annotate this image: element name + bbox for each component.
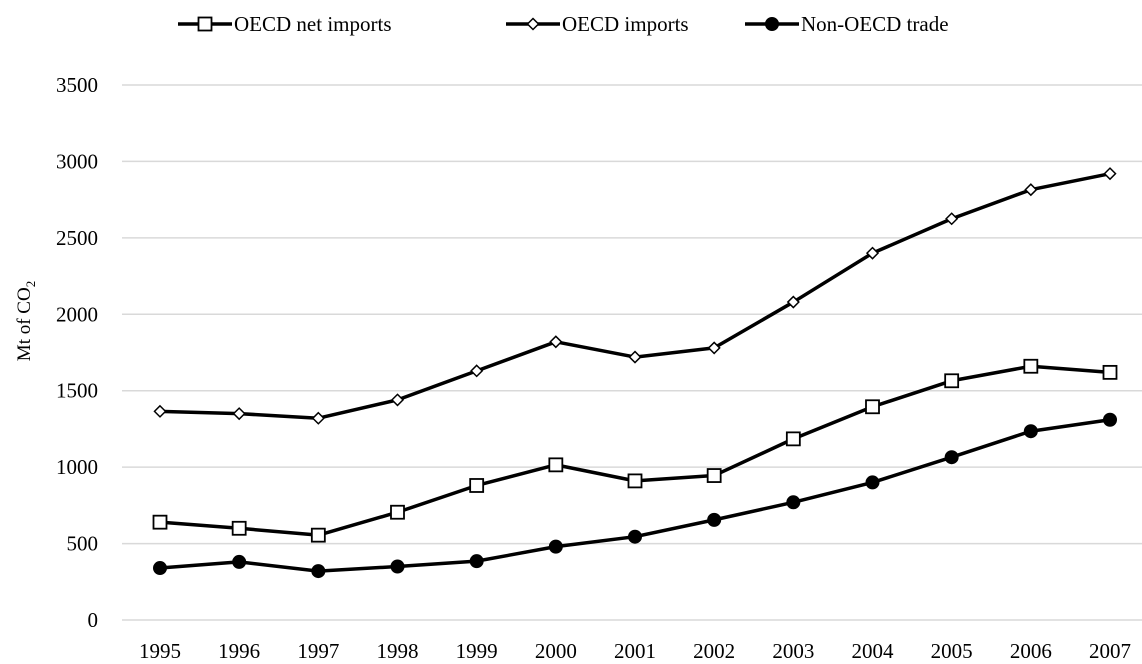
data-point-non-oecd-trade-2004 bbox=[865, 475, 880, 490]
series-line-non-oecd-trade bbox=[159, 418, 1111, 573]
data-point-oecd-net-imports-2007 bbox=[1102, 364, 1118, 380]
data-point-oecd-net-imports-1997 bbox=[310, 527, 326, 543]
x-tick-label: 1996 bbox=[218, 639, 260, 663]
data-point-non-oecd-trade-1999 bbox=[469, 554, 484, 569]
data-point-oecd-net-imports-2005 bbox=[944, 373, 960, 389]
y-axis-title-subscript: 2 bbox=[23, 281, 38, 288]
x-tick-label: 1995 bbox=[139, 639, 181, 663]
x-tick-label: 1997 bbox=[297, 639, 339, 663]
y-axis-title: Mt of CO2 bbox=[14, 281, 38, 361]
data-point-non-oecd-trade-2003 bbox=[786, 495, 801, 510]
data-point-oecd-imports-2007 bbox=[1103, 167, 1117, 181]
series-line-oecd-imports bbox=[159, 171, 1111, 420]
legend-marker-non-oecd-trade bbox=[765, 17, 779, 31]
legend-item-oecd-net-imports: OECD net imports bbox=[178, 12, 392, 36]
x-tick-label: 2007 bbox=[1089, 639, 1131, 663]
data-point-oecd-net-imports-1998 bbox=[390, 504, 405, 520]
legend-item-oecd-imports: OECD imports bbox=[506, 12, 689, 36]
x-tick-label: 2002 bbox=[693, 639, 735, 663]
y-tick-label: 3000 bbox=[56, 149, 98, 173]
data-point-oecd-imports-2006 bbox=[1024, 183, 1038, 197]
data-point-non-oecd-trade-1997 bbox=[311, 564, 326, 579]
data-point-non-oecd-trade-2001 bbox=[628, 529, 642, 544]
legend-label-non-oecd-trade: Non-OECD trade bbox=[801, 12, 949, 36]
data-point-non-oecd-trade-2002 bbox=[707, 512, 722, 527]
y-tick-label: 2500 bbox=[56, 226, 98, 250]
x-tick-label: 2006 bbox=[1010, 639, 1052, 663]
data-point-non-oecd-trade-1998 bbox=[390, 559, 405, 574]
gridlines bbox=[122, 84, 1142, 621]
legend-item-non-oecd-trade: Non-OECD trade bbox=[745, 12, 949, 36]
data-point-non-oecd-trade-2007 bbox=[1103, 412, 1117, 427]
data-point-non-oecd-trade-2000 bbox=[548, 539, 563, 554]
data-point-non-oecd-trade-2005 bbox=[944, 450, 959, 465]
y-tick-label: 1000 bbox=[56, 455, 98, 479]
data-point-oecd-net-imports-2001 bbox=[627, 473, 643, 489]
x-tick-label: 2001 bbox=[614, 639, 656, 663]
legend: OECD net imports OECD imports Non-OECD tra… bbox=[178, 12, 949, 36]
legend-label-oecd-imports: OECD imports bbox=[562, 12, 689, 36]
data-point-non-oecd-trade-1996 bbox=[232, 554, 247, 569]
data-point-oecd-net-imports-2006 bbox=[1023, 358, 1039, 374]
data-point-oecd-imports-1997 bbox=[311, 411, 325, 425]
x-tick-label: 2004 bbox=[852, 639, 895, 663]
data-point-oecd-net-imports-1995 bbox=[152, 514, 168, 530]
data-point-oecd-imports-2004 bbox=[865, 246, 880, 260]
data-point-oecd-imports-1996 bbox=[232, 407, 246, 421]
x-axis: 1995 1996 1997 1998 1999 2000 2001 2002 2003 2004… bbox=[139, 639, 1131, 663]
data-point-oecd-imports-2001 bbox=[628, 350, 642, 364]
data-point-oecd-net-imports-1996 bbox=[231, 520, 247, 536]
data-point-oecd-imports-2000 bbox=[549, 335, 563, 349]
legend-marker-oecd-net-imports bbox=[197, 16, 213, 32]
data-point-oecd-net-imports-2000 bbox=[548, 457, 564, 473]
x-tick-label: 1998 bbox=[377, 639, 419, 663]
x-tick-label: 2000 bbox=[535, 639, 577, 663]
data-point-oecd-imports-1995 bbox=[153, 404, 167, 418]
y-axis: 0 500 1000 1500 2000 2500 3000 3500 bbox=[56, 73, 98, 632]
data-point-oecd-imports-1998 bbox=[390, 393, 405, 407]
data-point-non-oecd-trade-1995 bbox=[153, 561, 167, 576]
y-tick-label: 0 bbox=[88, 608, 99, 632]
data-point-non-oecd-trade-2006 bbox=[1023, 424, 1038, 439]
x-tick-label: 2003 bbox=[772, 639, 814, 663]
x-tick-label: 1999 bbox=[456, 639, 498, 663]
series-lines bbox=[159, 171, 1111, 573]
data-point-oecd-imports-1999 bbox=[470, 364, 484, 378]
y-axis-title-text: Mt of CO bbox=[14, 287, 35, 361]
y-tick-label: 2000 bbox=[56, 302, 98, 326]
legend-marker-oecd-imports bbox=[526, 17, 540, 31]
y-tick-label: 1500 bbox=[56, 379, 98, 403]
data-point-oecd-imports-2005 bbox=[945, 212, 959, 226]
y-tick-label: 3500 bbox=[56, 73, 98, 97]
data-point-oecd-net-imports-2002 bbox=[706, 468, 722, 483]
y-tick-label: 500 bbox=[67, 532, 99, 556]
data-point-oecd-net-imports-2004 bbox=[865, 399, 880, 415]
data-point-oecd-imports-2002 bbox=[707, 341, 721, 355]
data-point-oecd-net-imports-1999 bbox=[469, 478, 485, 493]
x-tick-label: 2005 bbox=[931, 639, 973, 663]
data-point-oecd-net-imports-2003 bbox=[785, 431, 801, 447]
series-markers bbox=[152, 167, 1118, 579]
legend-label-oecd-net-imports: OECD net imports bbox=[234, 12, 392, 36]
data-point-oecd-imports-2003 bbox=[786, 295, 800, 309]
